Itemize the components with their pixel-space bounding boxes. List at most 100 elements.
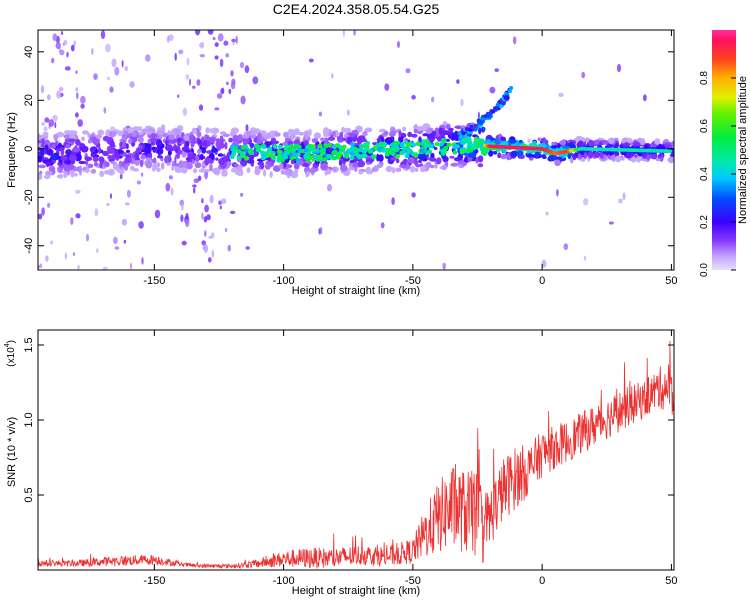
heatmap-cell: [494, 138, 501, 145]
heatmap-noise-cell: [197, 125, 202, 132]
heatmap-core-cell: [382, 142, 388, 147]
heatmap-cell: [594, 139, 600, 145]
heatmap-noise-cell: [209, 195, 214, 204]
heatmap-cell: [478, 127, 482, 135]
heatmap-core-cell: [368, 149, 373, 154]
heatmap-cell: [339, 131, 344, 140]
heatmap-core-cell: [363, 146, 369, 152]
heatmap-noise-cell: [197, 148, 201, 154]
heatmap-cell: [107, 154, 112, 160]
heatmap-cell: [201, 136, 205, 143]
heatmap-cell: [117, 149, 124, 154]
heatmap-cell: [222, 133, 230, 137]
heatmap-core-cell: [365, 141, 371, 146]
heatmap-cell: [331, 130, 336, 137]
heatmap-cell: [39, 170, 43, 175]
heatmap-noise-cell: [185, 213, 189, 220]
heatmap-cell: [635, 157, 641, 162]
heatmap-cell: [125, 143, 129, 150]
heatmap-cell: [324, 170, 328, 176]
heatmap-cell: [87, 163, 94, 169]
heatmap-core-cell: [378, 143, 384, 148]
heatmap-core-cell: [482, 147, 487, 152]
heatmap-noise-cell: [206, 214, 211, 221]
heatmap-cell: [209, 163, 213, 172]
heatmap-cell: [250, 130, 258, 136]
heatmap-noise-cell: [39, 263, 43, 269]
heatmap-cell: [401, 164, 406, 169]
heatmap-core-cell: [236, 156, 242, 161]
heatmap-cell: [38, 135, 43, 140]
heatmap-cell: [540, 142, 546, 149]
heatmap-cell: [657, 154, 663, 159]
heatmap-cell: [610, 155, 616, 160]
heatmap-branch-cell: [473, 127, 478, 132]
heatmap-cell: [283, 132, 288, 138]
heatmap-cell: [107, 168, 115, 176]
heatmap-noise-cell: [196, 79, 201, 86]
heatmap-cell: [177, 137, 181, 144]
heatmap-noise-cell: [616, 63, 622, 73]
heatmap-noise-cell: [77, 119, 83, 127]
heatmap-noise-cell: [477, 111, 480, 120]
heatmap-noise-cell: [331, 73, 334, 79]
heatmap-cell: [436, 157, 442, 165]
heatmap-noise-cell: [41, 122, 45, 126]
heatmap-cell: [540, 154, 546, 158]
heatmap-cell: [626, 138, 633, 143]
snr-frame: [37, 329, 675, 571]
heatmap-cell: [500, 141, 505, 146]
heatmap-noise-cell: [180, 214, 184, 223]
heatmap-cell: [59, 146, 64, 151]
heatmap-cell: [337, 138, 344, 143]
heatmap-core-cell: [266, 153, 272, 158]
heatmap-noise-cell: [109, 86, 114, 93]
heatmap-noise-cell: [231, 38, 236, 43]
y-tick-label: 20: [23, 94, 35, 106]
heatmap-cell: [408, 157, 415, 164]
heatmap-cell: [211, 127, 220, 134]
heatmap-core-cell: [404, 153, 410, 159]
heatmap-cell: [215, 157, 219, 161]
heatmap-noise-cell: [239, 61, 245, 69]
heatmap-core-cell: [416, 141, 421, 146]
heatmap-cell: [447, 127, 454, 131]
heatmap-cell: [84, 156, 93, 162]
heatmap-core-cell: [466, 137, 472, 142]
heatmap-cell: [621, 156, 625, 161]
heatmap-cell: [438, 127, 443, 135]
spectrogram-ylabel: Frequency (Hz): [6, 112, 18, 188]
heatmap-branch-cell: [509, 86, 514, 90]
heatmap-cell: [569, 141, 574, 149]
heatmap-branch-cell: [487, 112, 492, 117]
heatmap-cell: [641, 138, 646, 146]
heatmap-cell: [534, 151, 540, 158]
heatmap-core-cell: [401, 150, 407, 155]
heatmap-noise-cell: [165, 182, 171, 192]
heatmap-cell: [123, 134, 128, 141]
heatmap-cell: [87, 132, 91, 138]
heatmap-cell: [72, 130, 78, 135]
heatmap-core-cell: [452, 144, 458, 149]
heatmap-noise-cell: [72, 252, 76, 256]
heatmap-cell: [357, 135, 366, 142]
heatmap-cell: [63, 172, 68, 179]
heatmap-core-cell: [315, 149, 321, 154]
heatmap-cell: [257, 132, 262, 141]
heatmap-cell: [416, 126, 424, 132]
heatmap-cell: [304, 132, 309, 139]
heatmap-cell: [353, 156, 358, 162]
heatmap-noise-cell: [56, 90, 62, 99]
heatmap-cell: [516, 150, 524, 156]
heatmap-cell: [500, 153, 507, 160]
heatmap-cell: [249, 142, 255, 148]
heatmap-noise-cell: [527, 138, 531, 143]
heatmap-noise-cell: [583, 198, 589, 206]
heatmap-cell: [413, 129, 418, 134]
heatmap-cell: [95, 134, 102, 140]
heatmap-core-cell: [486, 139, 491, 144]
heatmap-cell: [429, 164, 435, 169]
x-tick-label: -50: [405, 575, 421, 587]
heatmap-noise-cell: [214, 55, 219, 60]
heatmap-cell: [279, 163, 284, 170]
